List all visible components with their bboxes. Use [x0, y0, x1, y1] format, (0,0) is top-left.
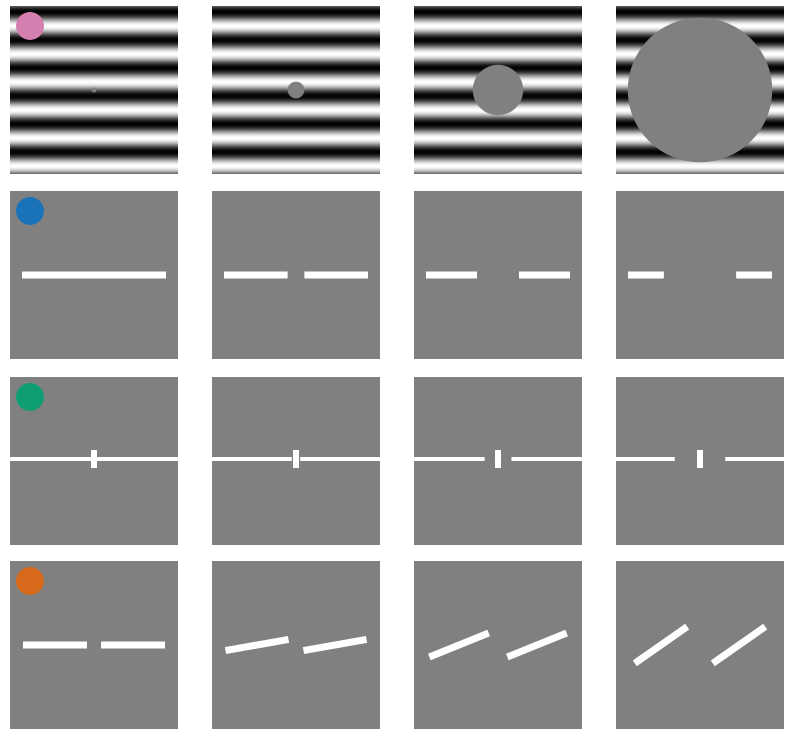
bar-right: [519, 271, 570, 279]
occluder-disc: [287, 81, 305, 99]
flanker-tick: [495, 450, 501, 468]
bar-right: [304, 271, 368, 279]
tilted-bar-left: [632, 623, 690, 667]
panel-collinear-gap-2: [212, 191, 380, 359]
panel-line-with-flanker-4: [616, 377, 784, 545]
bar-left: [426, 271, 477, 279]
occluder-disc: [91, 87, 97, 93]
flanker-tick: [293, 450, 299, 468]
tilted-bar-right: [506, 629, 568, 661]
bar-right: [736, 271, 772, 279]
panel-tilted-pair-2: [212, 561, 380, 729]
tilted-bar-left: [224, 635, 290, 655]
tilted-bar-left: [23, 641, 87, 649]
bar-left: [224, 271, 288, 279]
line-left: [414, 457, 485, 461]
line-left: [212, 457, 292, 461]
row-marker-dot: [16, 12, 44, 40]
panel-collinear-gap-4: [616, 191, 784, 359]
bar-left: [628, 271, 664, 279]
panel-grating-occluder-4: [616, 6, 784, 174]
line-right: [300, 457, 380, 461]
panel-background: [616, 561, 784, 729]
panel-line-with-flanker-3: [414, 377, 582, 545]
line-right: [511, 457, 582, 461]
tilted-bar-right: [710, 623, 768, 667]
grating-pattern: [10, 6, 178, 174]
panel-background: [414, 561, 582, 729]
panel-line-with-flanker-1: [10, 377, 178, 545]
panel-tilted-pair-1: [10, 561, 178, 729]
occluder-disc: [627, 17, 773, 163]
flanker-tick: [91, 450, 97, 468]
panel-grating-occluder-2: [212, 6, 380, 174]
panel-tilted-pair-3: [414, 561, 582, 729]
bar-left: [22, 271, 166, 279]
row-marker-dot: [16, 197, 44, 225]
panel-line-with-flanker-2: [212, 377, 380, 545]
panel-grating-occluder-3: [414, 6, 582, 174]
row-marker-dot: [16, 567, 44, 595]
occluder-disc: [472, 64, 524, 116]
line-right: [725, 457, 784, 461]
flanker-tick: [697, 450, 703, 468]
row-marker-dot: [16, 383, 44, 411]
panel-tilted-pair-4: [616, 561, 784, 729]
panel-grating-occluder-1: [10, 6, 178, 174]
panel-collinear-gap-3: [414, 191, 582, 359]
line-left: [616, 457, 675, 461]
tilted-bar-left: [428, 629, 490, 661]
panel-collinear-gap-1: [10, 191, 178, 359]
tilted-bar-right: [302, 635, 368, 655]
tilted-bar-right: [101, 641, 165, 649]
